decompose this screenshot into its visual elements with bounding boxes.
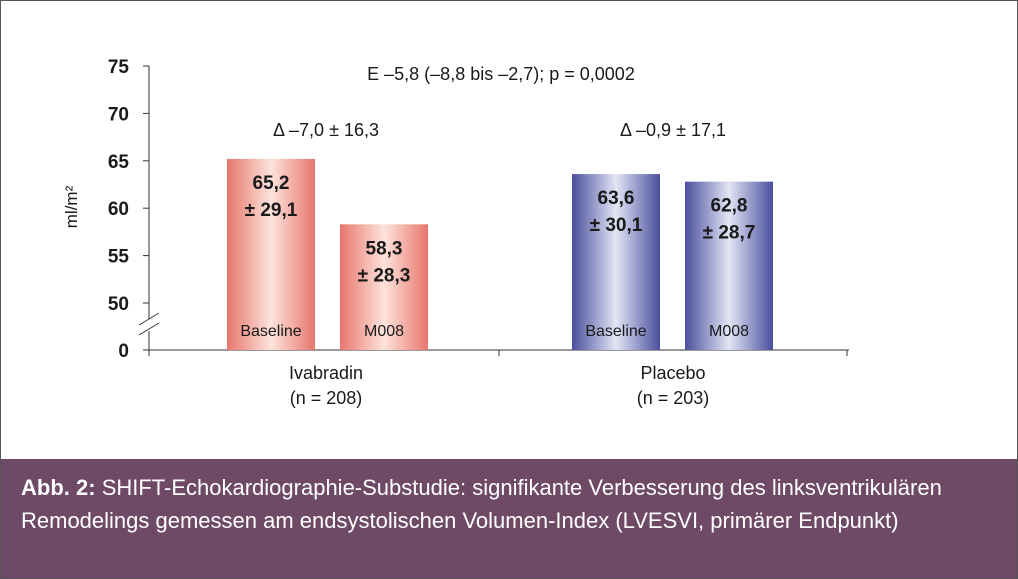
group-n: (n = 203): [637, 388, 710, 408]
chart-area: 0 50 55 60 65 70 75 ml/m² E –5,8 (–8,8 bis –2,7…: [1, 1, 1017, 459]
figure-caption: Abb. 2: SHIFT-Echokardiographie-Substudi…: [1, 459, 1017, 578]
caption-lead: Abb. 2:: [21, 475, 96, 500]
y-tick-label: 70: [108, 104, 129, 125]
bar: [227, 158, 315, 350]
y-tick-label: 65: [108, 152, 130, 173]
bar-sd-label: ± 28,7: [703, 223, 756, 244]
axis-break-mark: [138, 322, 160, 336]
y-tick-label: 75: [108, 57, 130, 78]
y-tick-label: 55: [108, 247, 130, 268]
significance-annotation: E –5,8 (–8,8 bis –2,7); p = 0,0002: [367, 64, 635, 84]
bar-category-label: Baseline: [585, 323, 646, 340]
group-name: Ivabradin: [289, 363, 363, 383]
bar-sd-label: ± 29,1: [245, 200, 298, 221]
y-axis-label: ml/m²: [62, 185, 81, 228]
y-tick-label: 0: [118, 341, 129, 362]
bar: [685, 181, 773, 350]
bar-value-label: 63,6: [598, 188, 635, 209]
bar-value-label: 62,8: [711, 196, 748, 217]
axis-break-mark: [138, 312, 160, 326]
bar-sd-label: ± 28,3: [358, 265, 411, 286]
delta-label: Δ –0,9 ± 17,1: [620, 120, 726, 140]
delta-label: Δ –7,0 ± 16,3: [273, 120, 379, 140]
bar-value-label: 65,2: [253, 173, 290, 194]
bar: [340, 224, 428, 350]
bar-value-label: 58,3: [366, 238, 403, 259]
y-tick-label: 60: [108, 199, 129, 220]
bar-sd-label: ± 30,1: [590, 215, 643, 236]
y-tick-label: 50: [108, 294, 129, 315]
bar-category-label: M008: [709, 323, 749, 340]
bar-category-label: M008: [364, 323, 404, 340]
bar-chart: 0 50 55 60 65 70 75 ml/m² E –5,8 (–8,8 bis –2,7…: [62, 57, 849, 408]
bar-category-label: Baseline: [240, 323, 301, 340]
caption-text: SHIFT-Echokardiographie-Substudie: signi…: [21, 475, 942, 533]
bar: [572, 174, 660, 350]
group-name: Placebo: [640, 363, 705, 383]
group-n: (n = 208): [290, 388, 363, 408]
